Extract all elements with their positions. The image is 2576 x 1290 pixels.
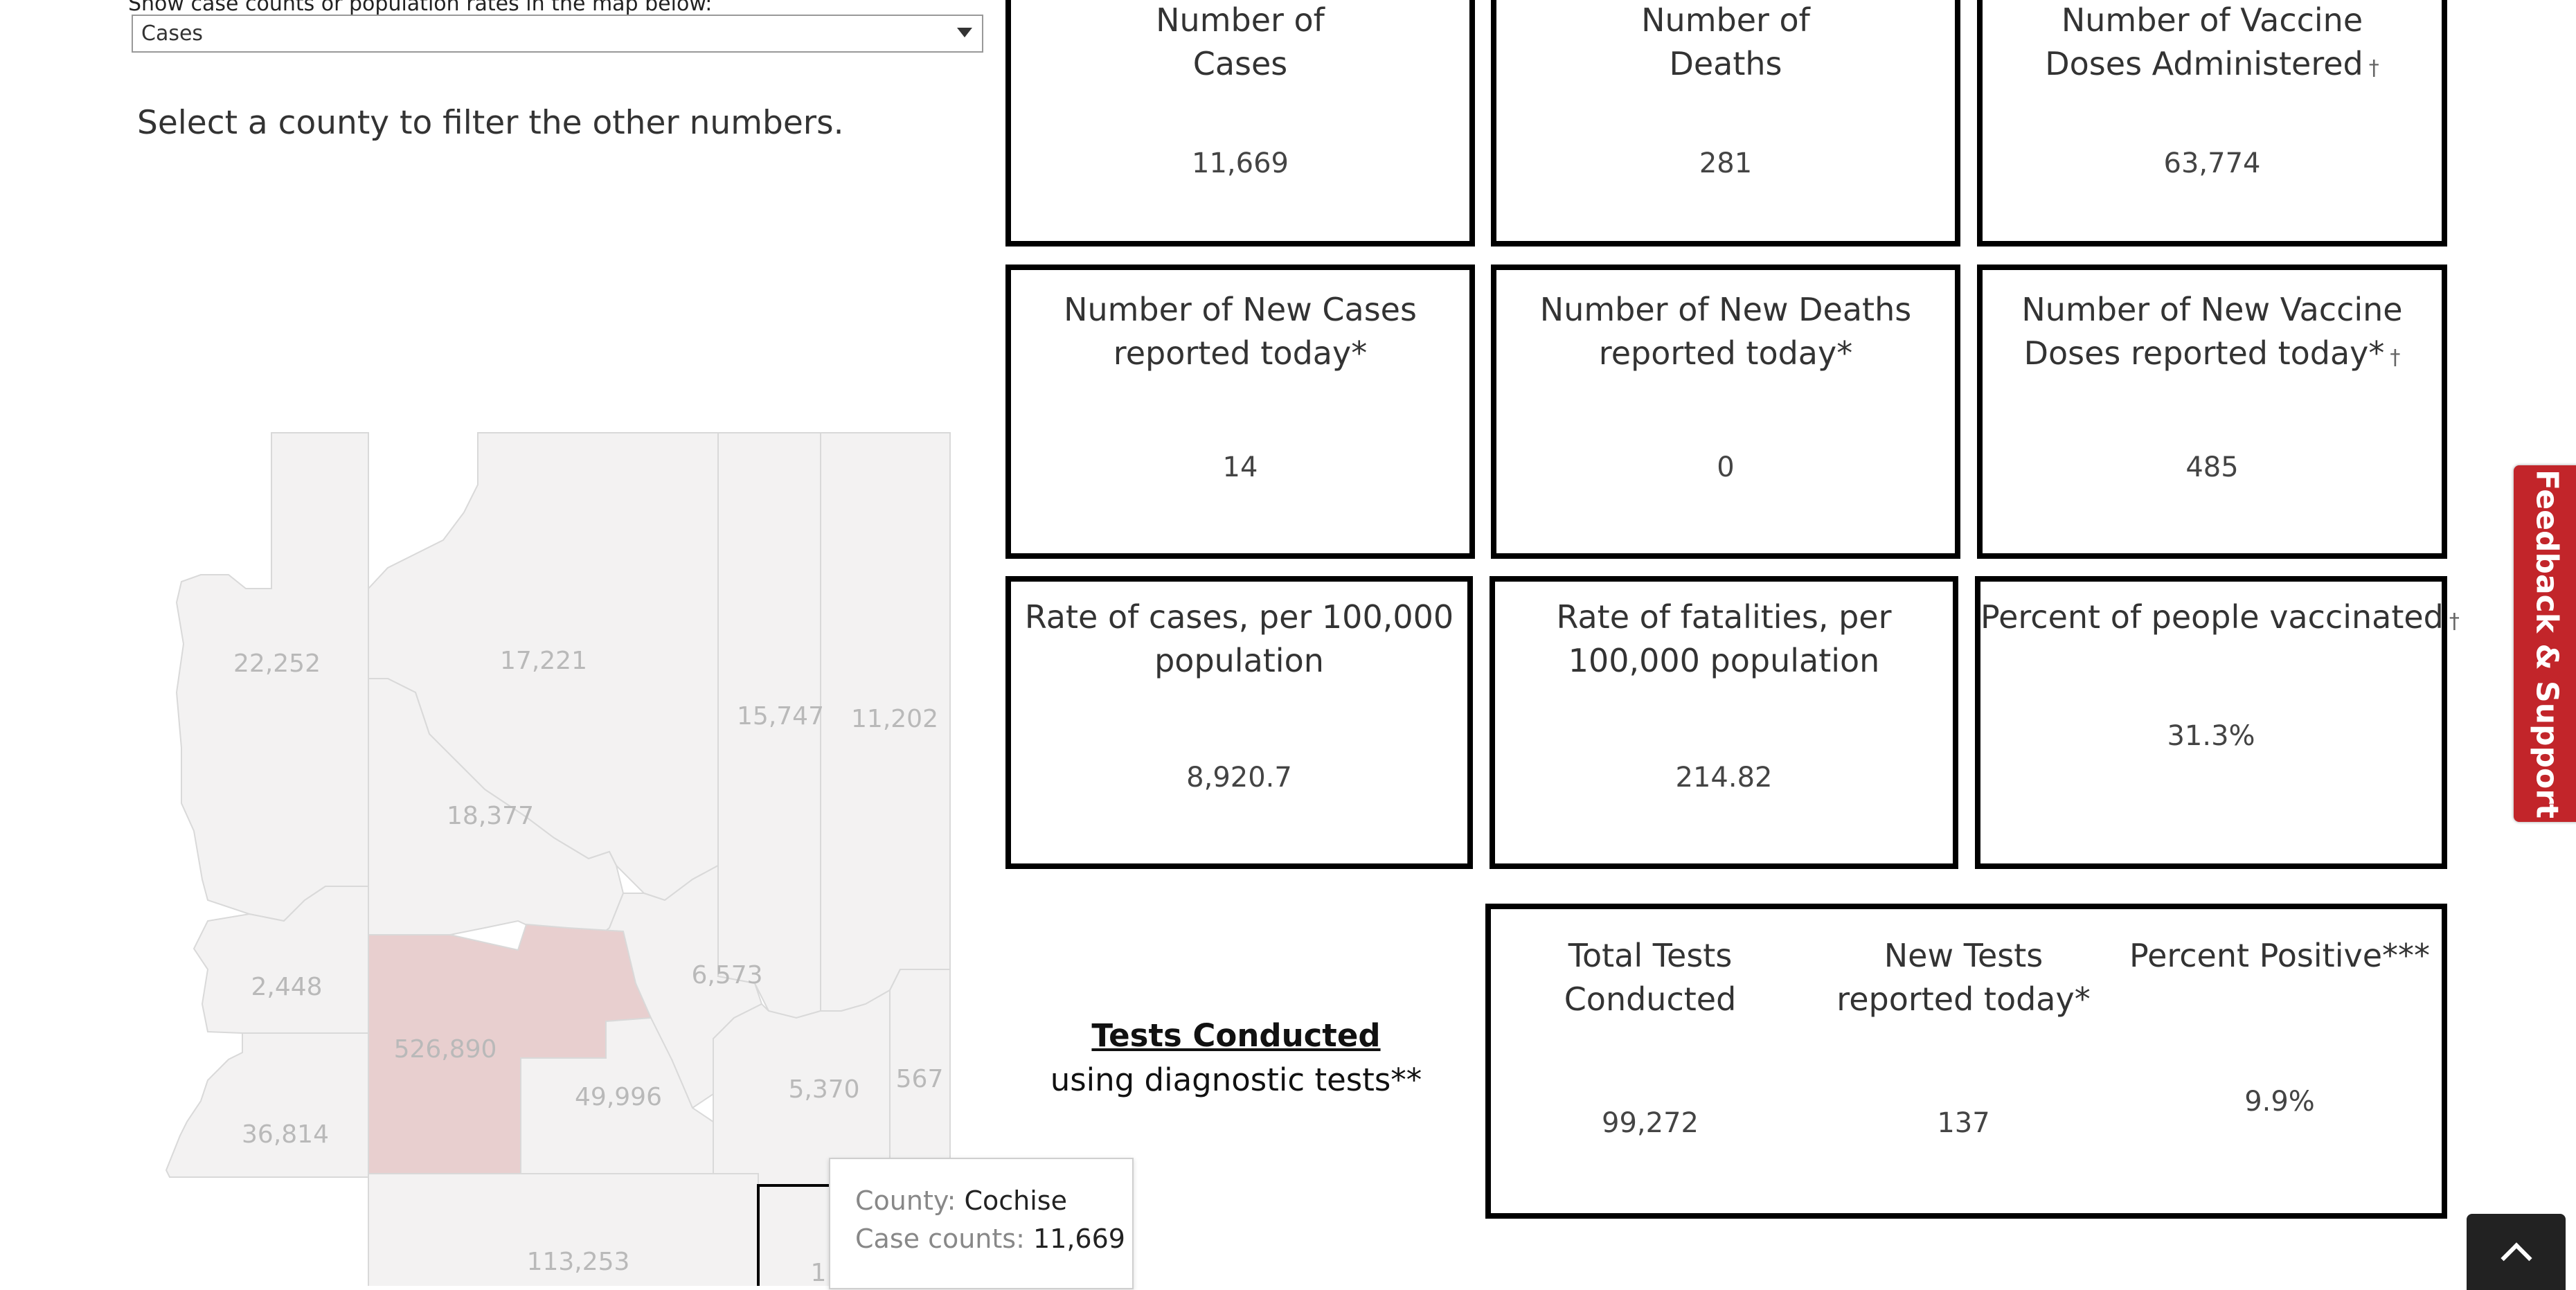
county-value-greenlee: 567 — [896, 1065, 944, 1093]
feedback-support-tab[interactable]: Feedback & Support — [2514, 465, 2576, 822]
card-title-text: Doses reported today* — [2023, 334, 2385, 372]
card-title-line1: Rate of fatalities, per — [1556, 598, 1892, 636]
card-title-line2: reported today* — [1113, 334, 1368, 372]
tooltip-count-value: 11,669 — [1032, 1224, 1125, 1254]
card-vaccine-doses: Number of Vaccine Doses Administered † 63… — [1977, 0, 2447, 247]
tests-new-title2: reported today* — [1836, 980, 2091, 1018]
tests-conducted-label: Tests Conducted using diagnostic tests** — [1018, 1014, 1454, 1102]
tests-conducted-subheading: using diagnostic tests** — [1050, 1061, 1422, 1098]
dagger-mark: † — [2368, 56, 2379, 80]
map-tooltip: County: Cochise Case counts: 11,669 — [829, 1158, 1134, 1289]
tests-conducted-heading[interactable]: Tests Conducted — [1091, 1017, 1381, 1054]
card-value: 8,920.7 — [1186, 762, 1292, 794]
card-tests: Total Tests Conducted 99,272 New Tests r… — [1485, 904, 2447, 1219]
county-value-yavapai: 18,377 — [447, 802, 534, 830]
map-hint-text: Select a county to filter the other numb… — [137, 104, 844, 142]
county-value-pinal: 49,996 — [575, 1083, 662, 1111]
tests-total-column: Total Tests Conducted 99,272 — [1491, 909, 1809, 1213]
card-title-line2: 100,000 population — [1568, 642, 1880, 679]
card-value: 214.82 — [1675, 762, 1773, 794]
map-metric-selected: Cases — [141, 21, 204, 46]
card-title-line1: Number of — [1641, 1, 1810, 39]
card-value: 14 — [1222, 451, 1258, 483]
card-title-line1: Number of New Vaccine — [2021, 291, 2403, 328]
county-yavapai[interactable] — [368, 678, 625, 943]
card-title-line1: Number of Vaccine — [2061, 1, 2363, 39]
arizona-county-map: 22,252 17,221 15,747 11,202 18,377 2,448… — [165, 432, 951, 1286]
card-value: 281 — [1699, 147, 1753, 179]
dagger-mark: † — [2449, 609, 2460, 634]
card-title-line1: Number of New Cases — [1064, 291, 1417, 328]
tooltip-county-row: County: Cochise — [855, 1185, 1067, 1216]
card-number-of-deaths: Number of Deaths 281 — [1491, 0, 1960, 247]
card-new-cases: Number of New Cases reported today* 14 — [1005, 265, 1475, 559]
card-value: 485 — [2185, 451, 2239, 483]
tooltip-county-value: Cochise — [964, 1185, 1067, 1216]
card-title-line2: Cases — [1192, 45, 1288, 82]
county-value-maricopa: 526,890 — [394, 1035, 497, 1064]
county-value-coconino: 17,221 — [500, 647, 587, 675]
county-value-apache: 11,202 — [851, 705, 938, 733]
card-case-rate: Rate of cases, per 100,000 population 8,… — [1005, 576, 1473, 869]
tooltip-count-row: Case counts: 11,669 — [855, 1224, 1125, 1254]
tests-positive-title: Percent Positive*** — [2129, 937, 2431, 974]
tests-positive-column: Percent Positive*** 9.9% — [2118, 909, 2442, 1213]
card-title-line2: reported today* — [1598, 334, 1853, 372]
county-value-lapaz: 2,448 — [251, 973, 322, 1001]
card-title-line1: Number of New Deaths — [1539, 291, 1912, 328]
county-value-yuma: 36,814 — [242, 1120, 329, 1149]
county-yuma[interactable] — [165, 1032, 369, 1178]
card-title-line2: Deaths — [1669, 45, 1782, 82]
card-title-line2: Doses Administered † — [1983, 42, 2442, 90]
feedback-support-label: Feedback & Support — [2529, 469, 2564, 818]
county-value-gila: 6,573 — [691, 961, 762, 989]
tests-total-title1: Total Tests — [1568, 937, 1733, 974]
card-title-line1: Percent of people vaccinated † — [1980, 595, 2460, 643]
card-title-line2: Doses reported today* † — [1983, 332, 2442, 379]
county-value-pima: 113,253 — [527, 1248, 630, 1276]
chevron-up-icon — [2501, 1242, 2532, 1274]
card-title-text: Doses Administered — [2045, 45, 2363, 82]
tests-new-value: 137 — [1937, 1107, 1990, 1139]
map-filter-label: Show case counts or population rates in … — [128, 0, 713, 16]
scroll-to-top-button[interactable] — [2467, 1214, 2566, 1290]
tooltip-count-key: Case counts: — [855, 1224, 1025, 1254]
tests-total-title2: Conducted — [1564, 980, 1737, 1018]
tests-new-title1: New Tests — [1884, 937, 2043, 974]
card-title-line1: Rate of cases, per 100,000 — [1024, 598, 1454, 636]
card-value: 31.3% — [2167, 720, 2255, 752]
tests-positive-value: 9.9% — [2244, 1086, 2315, 1118]
county-value-navajo: 15,747 — [737, 702, 824, 731]
county-greenlee[interactable] — [889, 969, 951, 1186]
card-value: 11,669 — [1192, 147, 1289, 179]
dagger-mark: † — [2390, 346, 2401, 370]
card-value: 63,774 — [2163, 147, 2261, 179]
tests-total-value: 99,272 — [1602, 1107, 1699, 1139]
caret-down-icon — [957, 28, 972, 37]
tooltip-county-key: County: — [855, 1185, 956, 1216]
tests-new-column: New Tests reported today* 137 — [1809, 909, 2118, 1213]
county-value-mohave: 22,252 — [233, 650, 321, 678]
county-pima[interactable] — [368, 1173, 759, 1286]
county-value-graham: 5,370 — [788, 1075, 859, 1104]
card-value: 0 — [1717, 451, 1735, 483]
map-metric-select[interactable]: Cases — [132, 15, 983, 53]
card-title-line2: population — [1154, 642, 1324, 679]
card-title-line1: Number of — [1156, 1, 1325, 39]
card-number-of-cases: Number of Cases 11,669 — [1005, 0, 1475, 247]
card-fatality-rate: Rate of fatalities, per 100,000 populati… — [1490, 576, 1958, 869]
card-new-vaccine-doses: Number of New Vaccine Doses reported tod… — [1977, 265, 2447, 559]
card-title-text: Percent of people vaccinated — [1980, 598, 2444, 636]
card-new-deaths: Number of New Deaths reported today* 0 — [1491, 265, 1960, 559]
card-percent-vaccinated: Percent of people vaccinated † 31.3% — [1975, 576, 2460, 869]
